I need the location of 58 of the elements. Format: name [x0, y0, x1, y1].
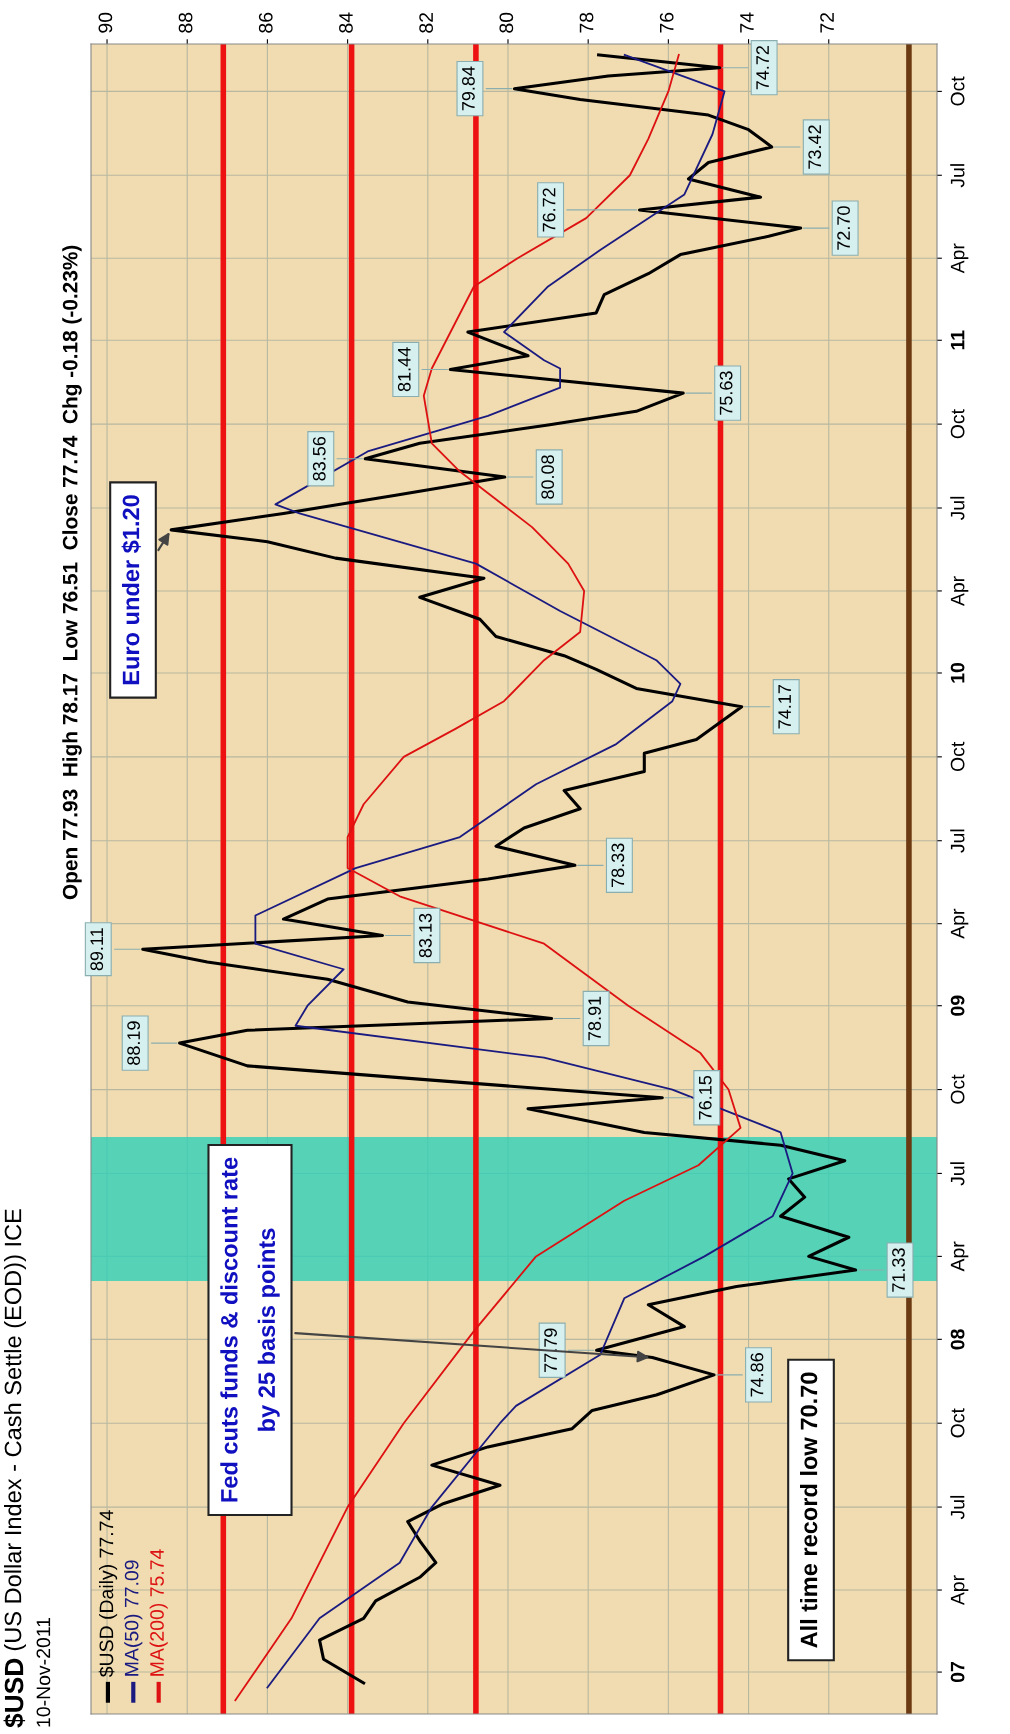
- y-tick-label: Jul: [950, 496, 965, 521]
- y-tick-label: Apr: [950, 1575, 969, 1606]
- y-tick-label: 10: [950, 662, 965, 683]
- annotation: 74.72: [756, 46, 769, 90]
- text: $USD (Daily) 77.74: [98, 1510, 118, 1678]
- x-tick-label: 80: [499, 12, 514, 33]
- y-tick-label: Oct: [950, 409, 965, 439]
- x-tick-label: 82: [419, 12, 434, 33]
- annotation: 80.08: [541, 455, 555, 499]
- y-tick-label: Apr: [950, 243, 969, 274]
- annotation: 83.56: [312, 436, 326, 481]
- y-tick-label: Jul: [950, 1495, 965, 1520]
- text: MA(200) 75.74: [149, 1549, 168, 1676]
- annotation: 74.86: [750, 1353, 764, 1397]
- y-tick-label: Apr: [950, 1241, 969, 1272]
- annotation: 79.84: [462, 66, 475, 111]
- annotation: 81.44: [397, 347, 411, 392]
- y-tick-label: Apr: [950, 908, 969, 939]
- y-tick-label: Oct: [950, 1408, 965, 1438]
- x-tick-label: 88: [178, 12, 193, 33]
- x-tick-label: 74: [740, 12, 754, 33]
- y-tick-label: Oct: [950, 741, 965, 772]
- y-tick-label: Jul: [950, 829, 965, 853]
- annotation: All time record low 70.70: [799, 1372, 818, 1648]
- annotation: 73.42: [808, 125, 822, 169]
- annotation: 83.13: [418, 913, 432, 958]
- text: Open 77.93 High 78.17 Low 76.51 Close 77.74 Chg -0.18 (-0.23%): [62, 245, 82, 900]
- y-tick-label: 11: [950, 330, 965, 350]
- x-tick-label: 86: [258, 12, 273, 33]
- annotation: 78.91: [588, 996, 601, 1041]
- y-tick-label: Jul: [950, 164, 965, 188]
- annotation: 72.70: [837, 206, 850, 250]
- annotation: 89.11: [90, 928, 104, 971]
- y-tick-label: Oct: [950, 76, 965, 106]
- y-tick-label: Apr: [950, 576, 969, 607]
- x-tick-label: 72: [820, 12, 834, 33]
- annotation: Euro under $1.20: [121, 495, 141, 685]
- y-tick-label: 09: [950, 995, 965, 1016]
- annotation: 78.33: [611, 843, 625, 887]
- annotation: 71.33: [892, 1248, 905, 1292]
- annotation: 77.79: [544, 1328, 557, 1372]
- text: 10-Nov-2011: [36, 1617, 51, 1727]
- annotation: Fed cuts funds & discount rate by 25 basis points: [220, 1157, 280, 1502]
- y-tick-label: 08: [950, 1329, 965, 1350]
- y-tick-label: Jul: [950, 1162, 965, 1186]
- x-tick-label: 76: [659, 12, 674, 33]
- annotation: 74.17: [778, 685, 791, 729]
- y-tick-label: 07: [950, 1662, 965, 1683]
- x-tick-label: 90: [98, 12, 113, 33]
- annotation: 76.15: [698, 1075, 712, 1120]
- annotation: 75.63: [719, 371, 733, 415]
- x-tick-label: 84: [339, 12, 353, 33]
- text: MA(50) 77.09: [124, 1560, 143, 1676]
- annotation: 76.72: [542, 188, 556, 232]
- text: $USD (US Dollar Index - Cash Settle (EOD)) ICE: [3, 1209, 26, 1728]
- x-tick-label: 78: [579, 12, 594, 33]
- y-tick-label: Oct: [950, 1074, 965, 1104]
- annotation: 88.19: [127, 1021, 141, 1065]
